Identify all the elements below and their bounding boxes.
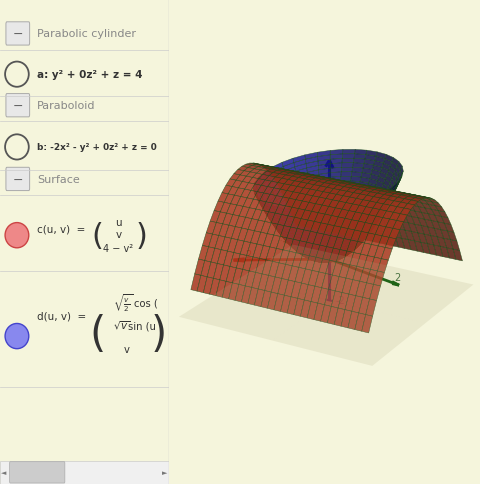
FancyBboxPatch shape [6, 168, 30, 191]
Text: −: − [12, 173, 23, 186]
Text: −: − [12, 28, 23, 41]
Ellipse shape [5, 223, 29, 248]
Text: (: ( [89, 313, 105, 355]
Text: ◄: ◄ [0, 469, 6, 475]
FancyBboxPatch shape [10, 462, 65, 483]
Text: c(u, v)  =: c(u, v) = [37, 224, 85, 234]
Text: cos (: cos ( [133, 298, 157, 308]
Text: ): ) [135, 221, 147, 250]
Text: (: ( [91, 221, 103, 250]
Bar [0, 461, 169, 484]
Text: v: v [115, 229, 121, 239]
Text: $\sqrt{\frac{v}{2}}$: $\sqrt{\frac{v}{2}}$ [113, 292, 133, 313]
Text: 4 − v²: 4 − v² [103, 243, 133, 253]
Text: Parabolic cylinder: Parabolic cylinder [37, 30, 136, 39]
Text: b: -2x² - y² + 0z² + z = 0: b: -2x² - y² + 0z² + z = 0 [37, 143, 156, 152]
Text: a: y² + 0z² + z = 4: a: y² + 0z² + z = 4 [37, 70, 143, 80]
Text: $\sqrt{v}$: $\sqrt{v}$ [113, 319, 131, 332]
Text: ): ) [150, 313, 166, 355]
Text: ►: ► [161, 469, 167, 475]
FancyBboxPatch shape [6, 94, 30, 118]
Text: sin (u: sin (u [128, 321, 156, 331]
Ellipse shape [5, 324, 29, 349]
Text: −: − [12, 100, 23, 112]
Text: d(u, v)  =: d(u, v) = [37, 311, 86, 320]
Text: v: v [123, 345, 129, 354]
Text: u: u [115, 218, 121, 227]
Text: Paraboloid: Paraboloid [37, 101, 96, 111]
Text: Surface: Surface [37, 175, 80, 184]
FancyBboxPatch shape [6, 23, 30, 46]
